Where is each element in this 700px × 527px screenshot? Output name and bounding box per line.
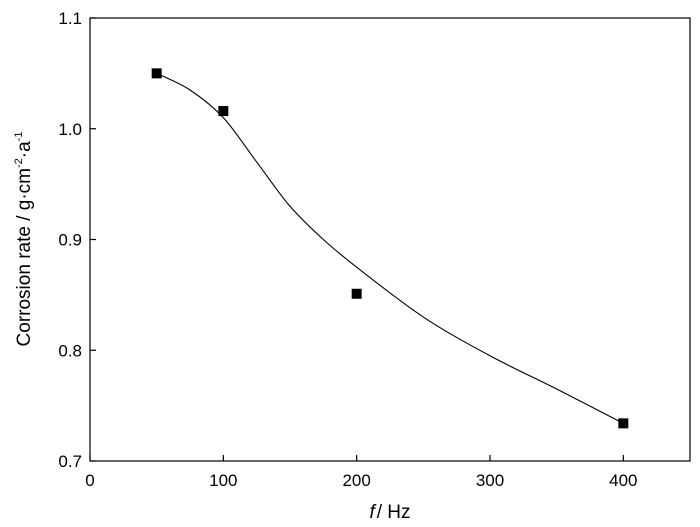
data-point [618,418,629,429]
y-axis-ticks: 0.7 0.8 0.9 1.0 1.1 [58,9,96,471]
x-axis-ticks: 0 100 200 300 400 [85,455,638,490]
y-tick-label: 0.8 [58,341,82,360]
data-point [218,106,229,117]
data-point [351,288,362,299]
x-axis-title: f / Hz [369,502,410,523]
y-tick-label: 1.0 [58,120,82,139]
x-tick-label: 300 [476,471,504,490]
data-points [151,68,629,429]
fit-curve [156,72,624,424]
y-axis-title: Corrosion rate / g·cm-2·a-1 [13,132,35,347]
x-tick-label: 400 [609,471,637,490]
y-tick-label: 0.9 [58,231,82,250]
data-point [151,68,162,79]
x-tick-label: 200 [342,471,370,490]
y-tick-label: 0.7 [58,452,82,471]
x-tick-label: 100 [209,471,237,490]
y-tick-label: 1.1 [58,9,82,28]
x-tick-label: 0 [85,471,94,490]
